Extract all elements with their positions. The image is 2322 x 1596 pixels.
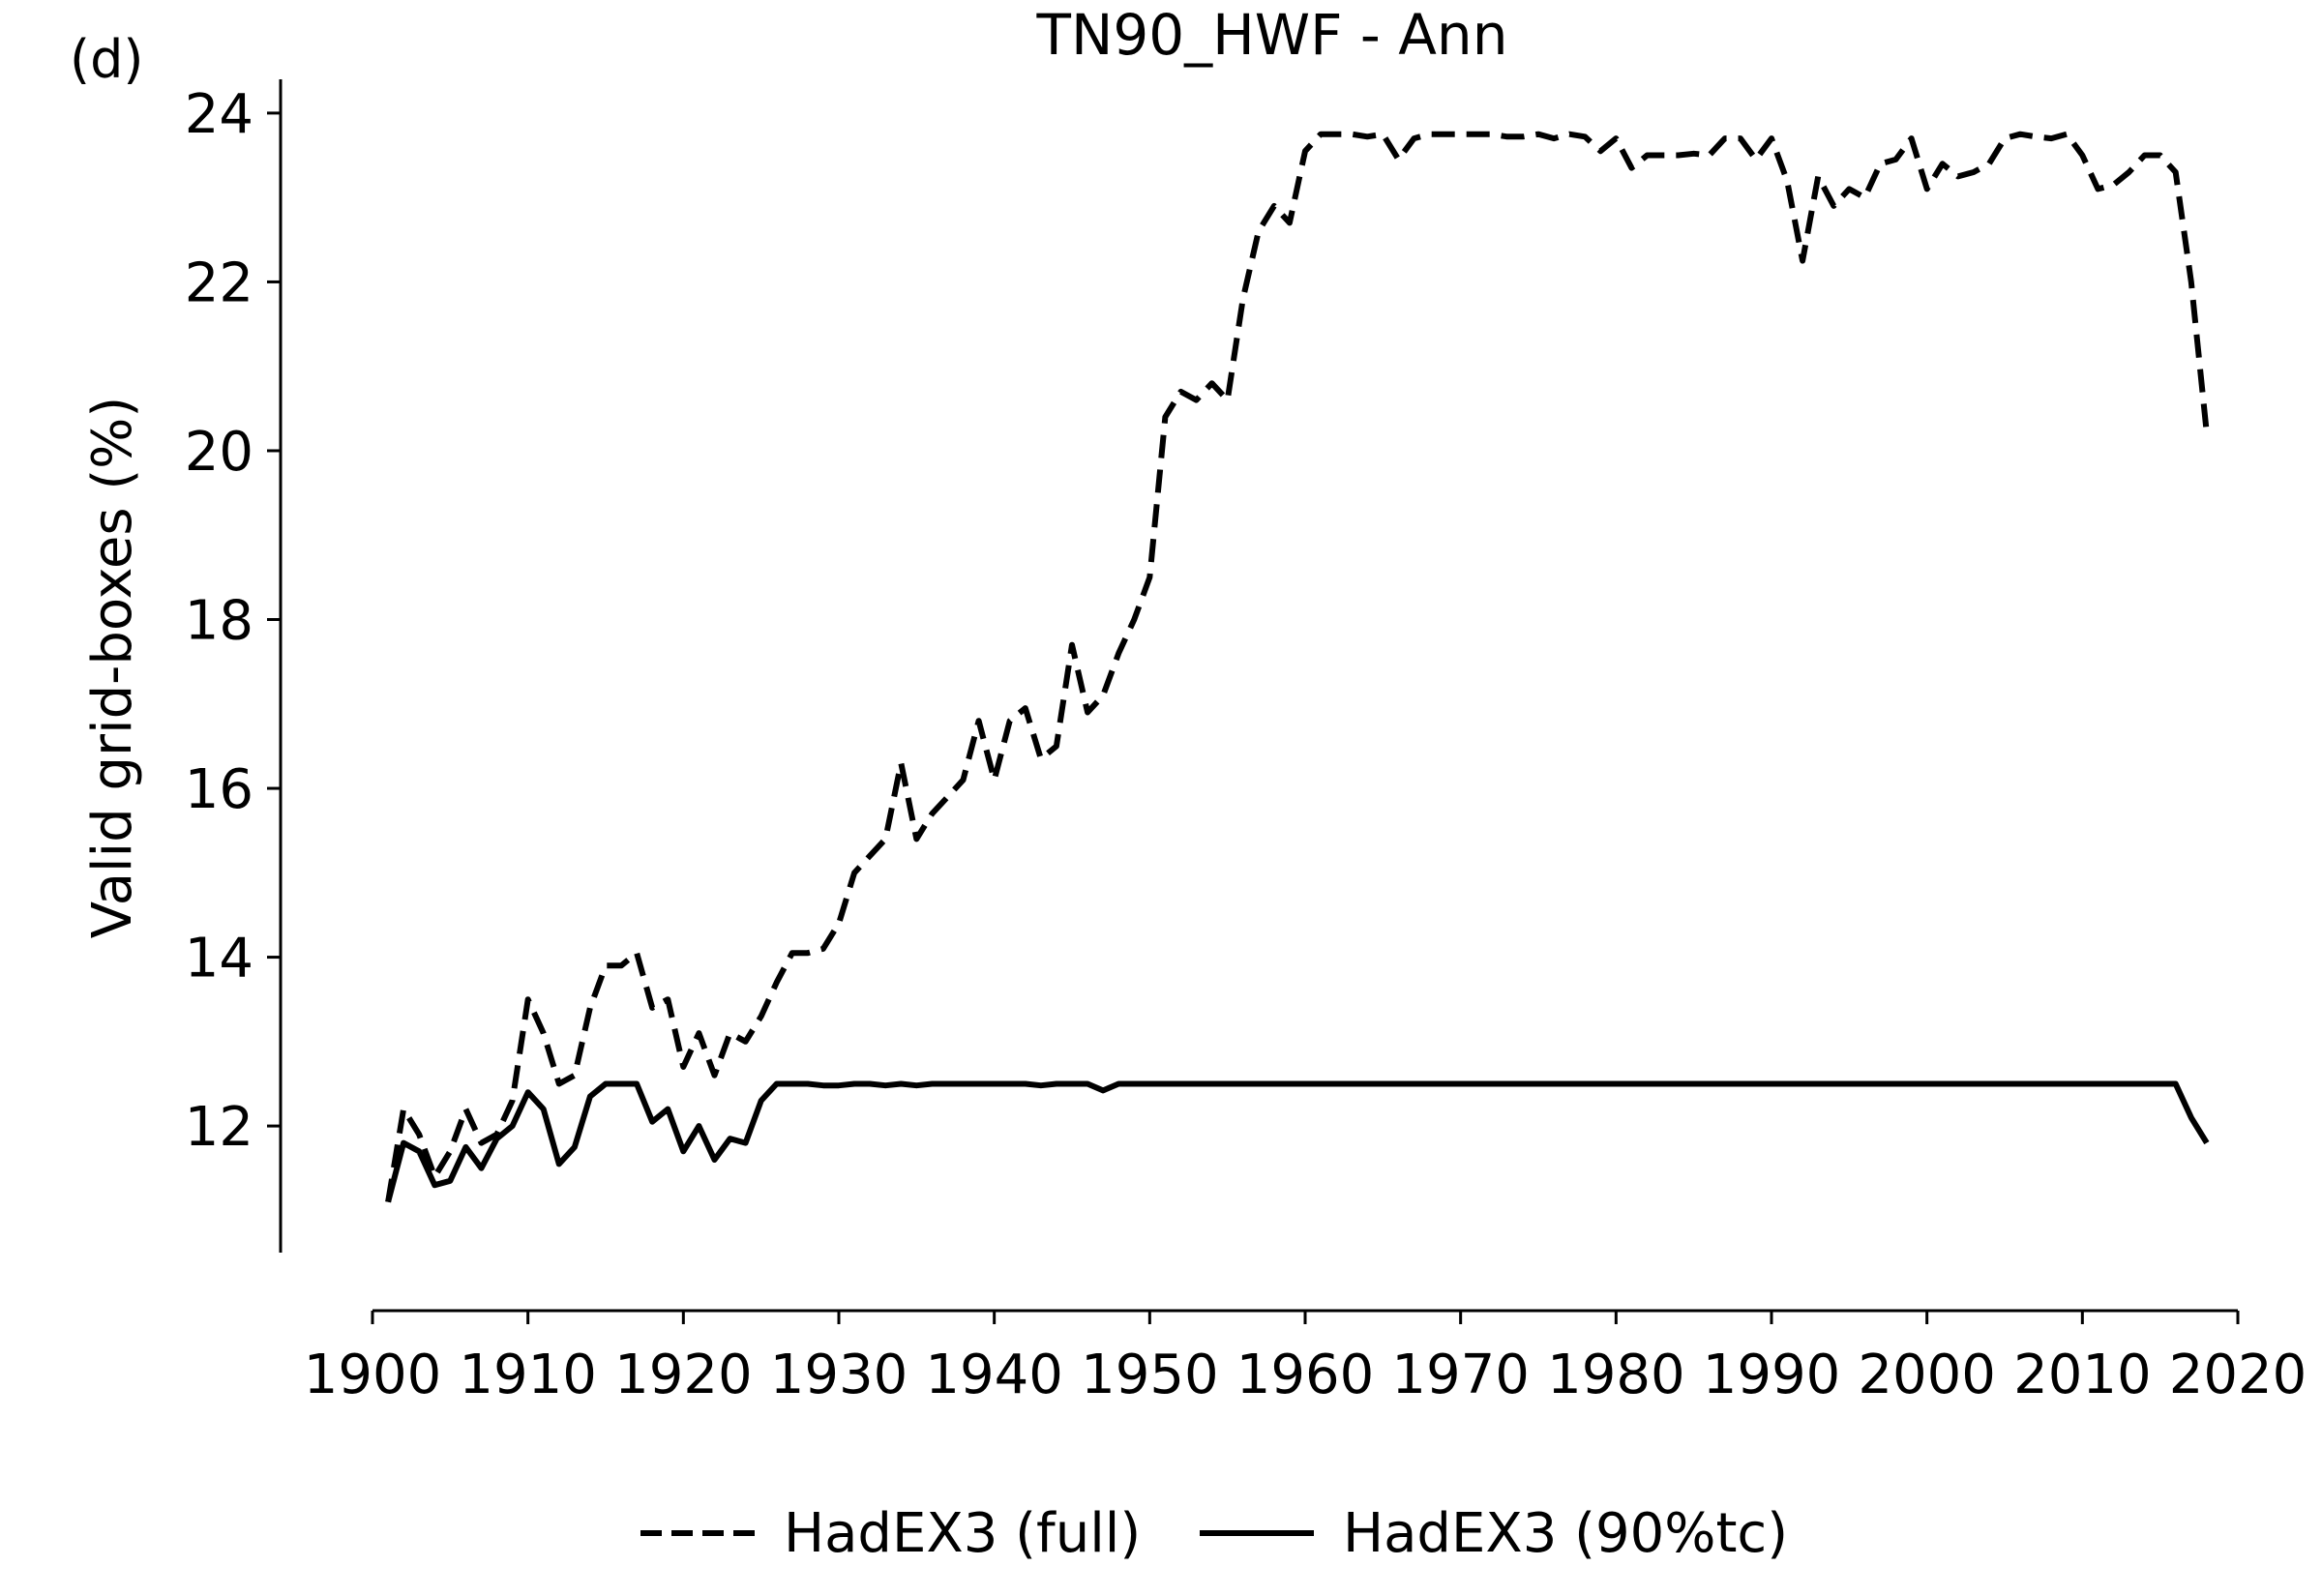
x-tick-label: 1970 bbox=[1391, 1344, 1530, 1406]
y-tick-label: 18 bbox=[185, 590, 253, 653]
axes: 12 14 16 18 20 22 24 1900 1910 1920 1930 1940 1950 19… bbox=[185, 79, 2307, 1406]
y-tick-label: 12 bbox=[185, 1096, 253, 1159]
x-tick-label: 1960 bbox=[1236, 1344, 1375, 1406]
chart-title: TN90_HWF - Ann bbox=[1036, 2, 1508, 68]
x-tick-label: 2000 bbox=[1858, 1344, 1996, 1406]
x-tick-label: 1980 bbox=[1547, 1344, 1685, 1406]
legend-item-90tc: HadEX3 (90%tc) bbox=[1200, 1494, 1788, 1572]
legend: HadEX3 (full) HadEX3 (90%tc) bbox=[0, 1494, 2322, 1572]
y-tick-label: 24 bbox=[185, 83, 253, 146]
x-tick-label: 1940 bbox=[925, 1344, 1063, 1406]
x-tick-label: 1900 bbox=[304, 1344, 442, 1406]
y-tick-label: 16 bbox=[185, 758, 253, 821]
series-line-full bbox=[385, 131, 2210, 1203]
panel-label: (d) bbox=[70, 29, 144, 90]
x-tick-label: 1990 bbox=[1703, 1344, 1841, 1406]
series-line-90tc bbox=[385, 1080, 2210, 1203]
solid-line-swatch-icon bbox=[1200, 1530, 1314, 1536]
y-tick-label: 20 bbox=[185, 421, 253, 484]
y-axis-label: Valid grid-boxes (%) bbox=[81, 397, 144, 938]
x-tick-label: 1930 bbox=[770, 1344, 908, 1406]
dashed-line-swatch-icon bbox=[640, 1530, 755, 1536]
x-tick-label: 1910 bbox=[459, 1344, 597, 1406]
legend-item-full: HadEX3 (full) bbox=[640, 1494, 1141, 1572]
x-tick-label: 2010 bbox=[2013, 1344, 2152, 1406]
x-tick-label: 1950 bbox=[1081, 1344, 1219, 1406]
y-tick-label: 22 bbox=[185, 251, 253, 314]
legend-label: HadEX3 (full) bbox=[784, 1501, 1142, 1565]
legend-label: HadEX3 (90%tc) bbox=[1343, 1501, 1789, 1565]
x-tick-label: 1920 bbox=[614, 1344, 753, 1406]
series-lines bbox=[385, 131, 2210, 1203]
y-tick-label: 14 bbox=[185, 928, 253, 990]
x-tick-label: 2020 bbox=[2169, 1344, 2307, 1406]
